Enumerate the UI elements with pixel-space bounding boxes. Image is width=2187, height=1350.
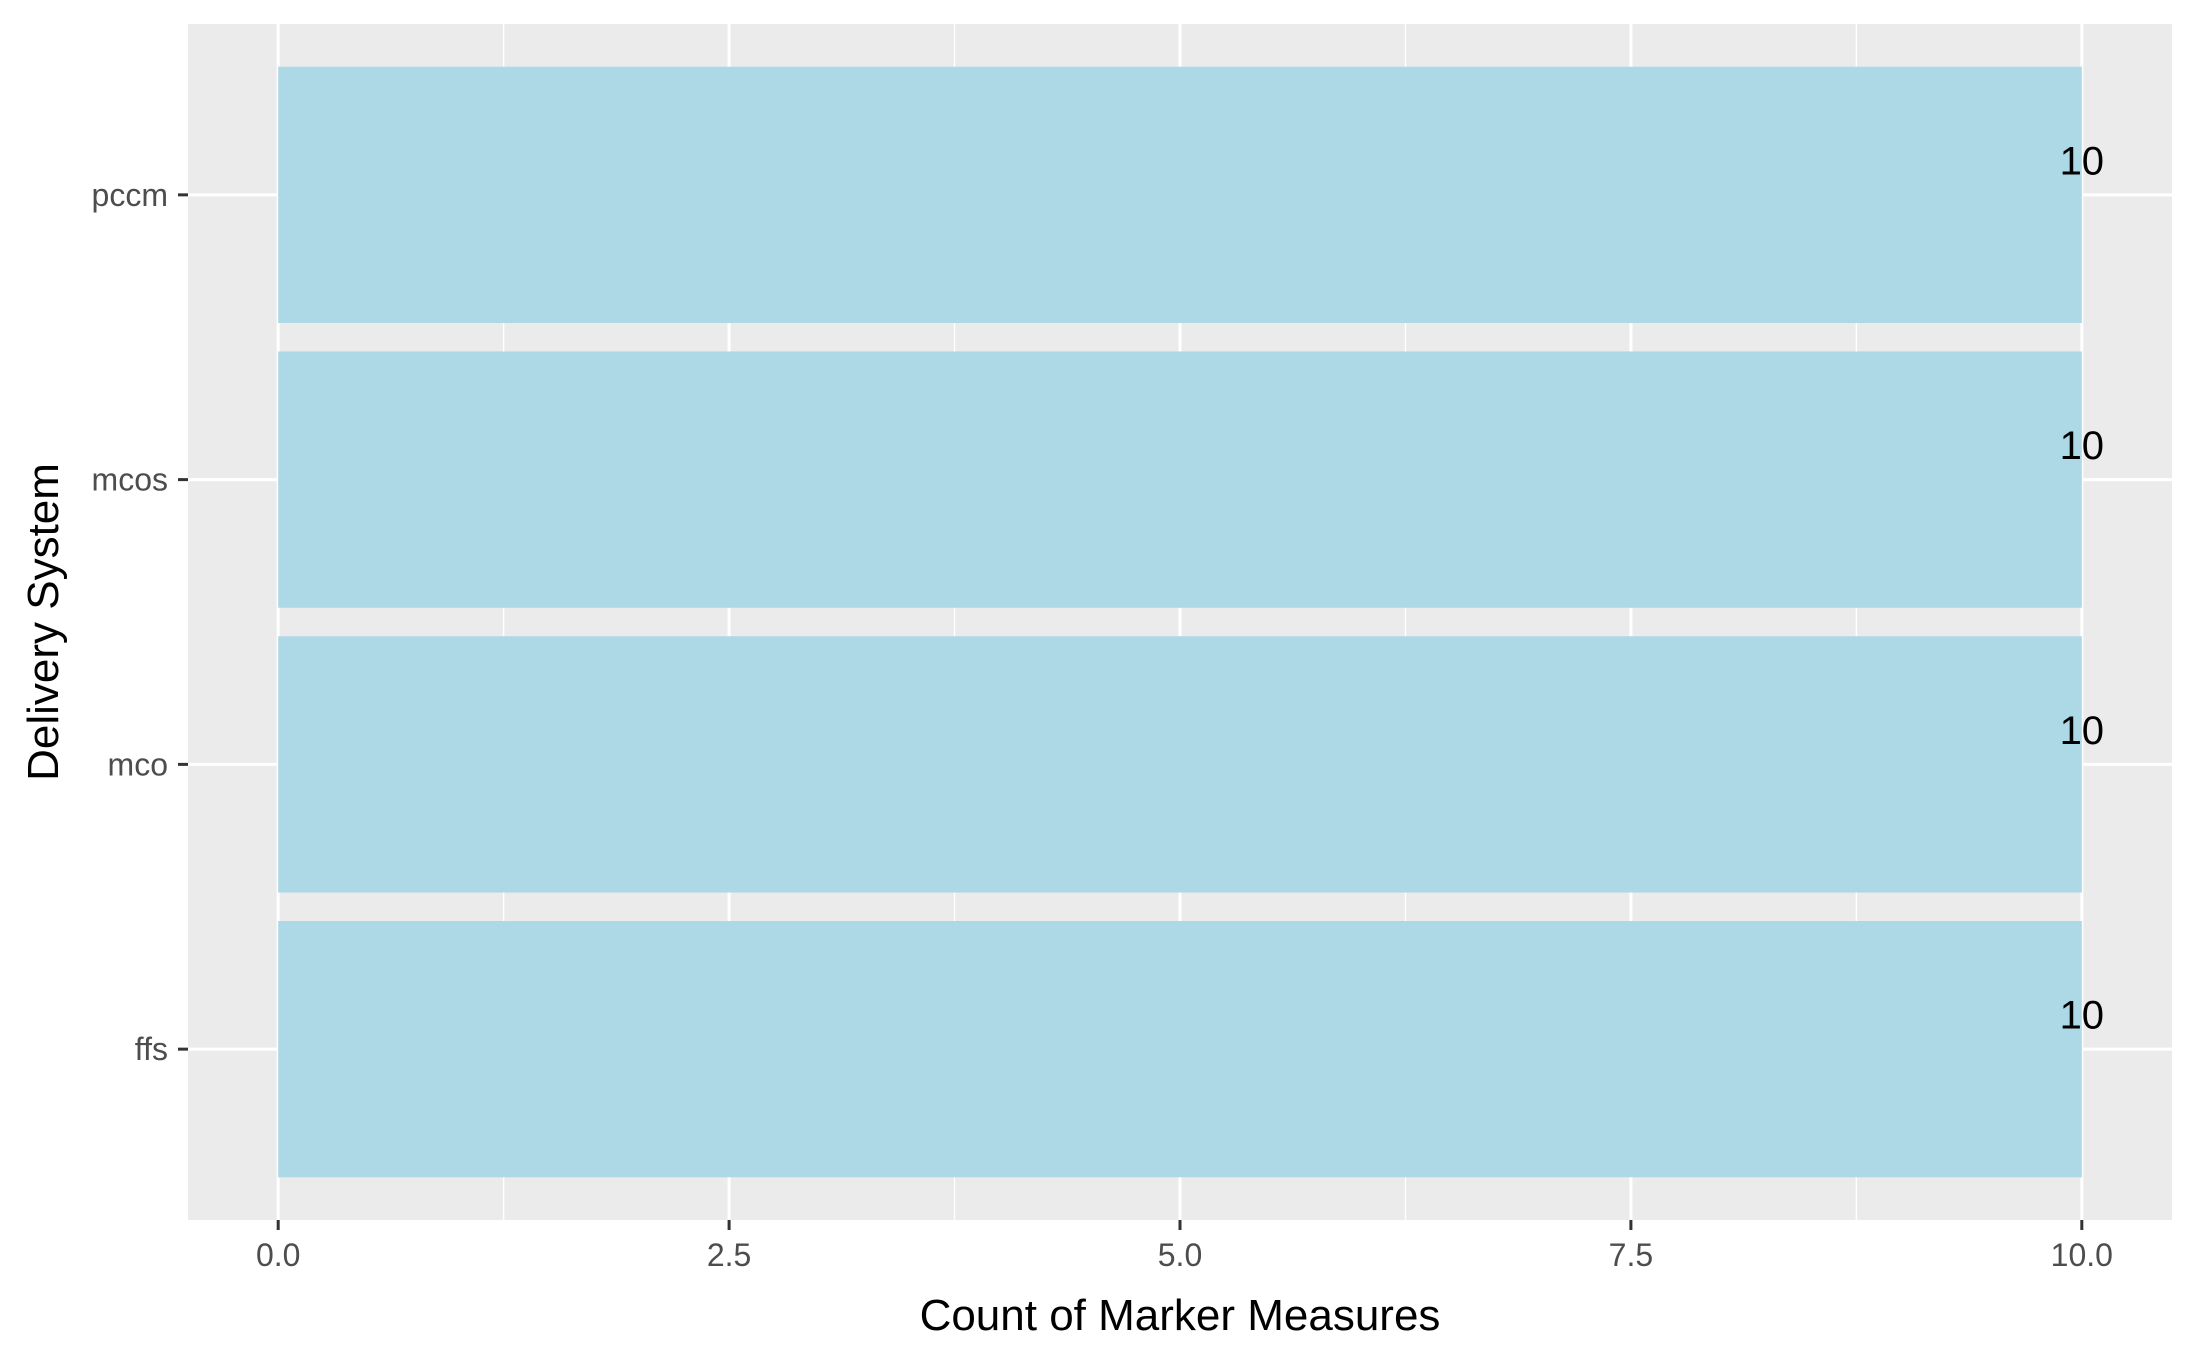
- data-labels: 10 10 10 10: [2060, 139, 2105, 1037]
- x-tick-label: 2.5: [707, 1237, 751, 1273]
- bar-mco: [278, 636, 2082, 893]
- y-axis: ffs mco mcos pccm: [92, 177, 188, 1067]
- x-axis: 0.0 2.5 5.0 7.5 10.0: [256, 1220, 2113, 1273]
- bar-ffs: [278, 921, 2082, 1178]
- y-axis-title: Delivery System: [19, 463, 68, 781]
- y-tick-label: mcos: [92, 462, 168, 498]
- bar-mcos: [278, 351, 2082, 608]
- y-tick-label: pccm: [92, 177, 168, 213]
- x-tick-label: 7.5: [1609, 1237, 1653, 1273]
- data-label-mcos: 10: [2060, 424, 2105, 468]
- x-tick-label: 10.0: [2051, 1237, 2113, 1273]
- data-label-mco: 10: [2060, 709, 2105, 753]
- bar-pccm: [278, 66, 2082, 323]
- data-label-pccm: 10: [2060, 139, 2105, 183]
- x-tick-label: 5.0: [1158, 1237, 1202, 1273]
- data-label-ffs: 10: [2060, 994, 2105, 1038]
- bars: [278, 66, 2082, 1178]
- x-axis-title: Count of Marker Measures: [920, 1291, 1441, 1340]
- x-tick-label: 0.0: [256, 1237, 300, 1273]
- y-tick-label: ffs: [135, 1031, 168, 1067]
- y-tick-label: mco: [108, 746, 168, 782]
